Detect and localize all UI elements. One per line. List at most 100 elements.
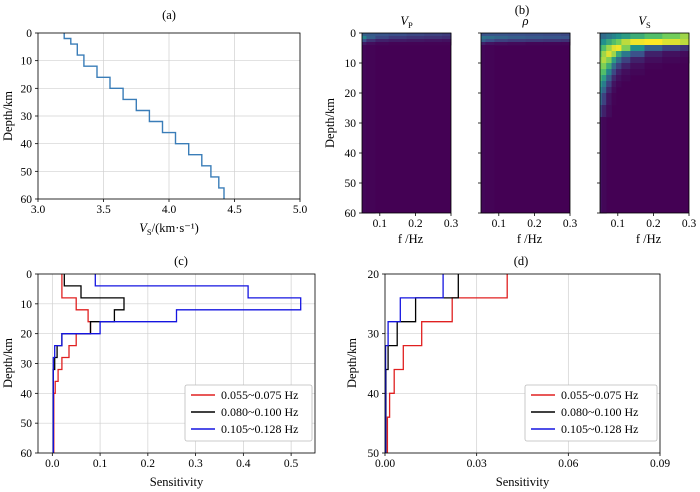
heatmap-cell [485,36,495,40]
heatmap-cell [606,45,612,52]
x-tick-label: 4.5 [227,204,242,216]
y-tick-label: 20 [368,269,380,281]
x-tick-label: 0.1 [373,218,388,230]
series-line [385,274,459,453]
x-tick-label: 0.09 [650,458,670,470]
x-axis-label: Sensitivity [150,475,204,489]
heatmap-cell [662,45,681,52]
heatmap-cell [561,39,571,43]
heatmap-cell [481,33,486,37]
legend-box [524,384,658,442]
y-axis-label: Depth/km [345,338,359,388]
heatmap-cell [600,117,603,214]
heatmap-cell [362,36,367,40]
heatmap-cell [561,36,571,40]
heatmap-cell [621,75,631,82]
heatmap-cell [606,87,612,94]
heatmap-cell [606,93,612,106]
x-axis-label: VS/(km·s⁻¹) [139,221,199,237]
heatmap-cell [611,75,617,82]
heatmap-cell [485,39,495,43]
heatmap-cell [525,42,544,46]
heatmap-cell [630,45,645,52]
heatmap-background [362,33,451,213]
heatmap-vs: 0.1 0.2 0.3 VS f /Hz [597,14,696,246]
x-tick-label: 0.1 [492,218,507,230]
heatmap-cell [601,51,607,58]
heatmap-cell [616,51,622,58]
heatmap-cell [621,33,631,40]
heatmap-cell [406,36,425,40]
heatmap-cell [406,33,425,37]
legend-label: 0.080~0.100 Hz [561,405,638,419]
panel-label: (b) [515,3,530,17]
heatmap-cell [600,45,603,52]
x-tick-label: 0.3 [444,218,459,230]
heatmap-cell [507,42,526,46]
x-tick-label: 3.0 [31,204,46,216]
y-tick-label: 40 [368,388,380,400]
legend: 0.055~0.075 Hz 0.080~0.100 Hz 0.105~0.128 … [184,384,313,442]
y-tick-label: 30 [368,329,380,341]
heatmap-cell [644,51,663,58]
series-line [52,274,125,453]
heatmap-cell [662,57,681,64]
heatmap-cell [601,105,607,118]
heatmap-cell [600,63,603,70]
heatmap-cell [601,117,607,214]
legend-label: 0.105~0.128 Hz [221,422,298,436]
heatmap-cell [362,39,367,43]
heatmap-cell [606,69,612,76]
y-tick-label: 10 [345,58,357,70]
heatmap-cell [616,57,622,64]
heatmap-cell [644,33,663,40]
heatmap-cell [525,39,544,43]
x-tick-label: 0.0 [45,458,60,470]
heatmap-cell [543,36,562,40]
panel-a: (a) 3.0 3.5 4.0 4.5 5.0 0 10 20 30 40 50 60 VS/(km·s⁻… [1,8,307,237]
heatmap-cell [375,39,390,43]
heatmap-cell [601,81,607,88]
panel-label: (a) [162,8,176,22]
heatmap-cell [621,57,631,64]
heatmap-cell [600,87,603,94]
legend-box [184,384,313,442]
heatmap-cell [611,93,617,106]
x-axis-label: f /Hz [517,232,543,246]
y-tick-label: 40 [345,148,357,160]
x-tick-label: 0.3 [188,458,203,470]
heatmap-cell [601,69,607,76]
heatmap-cell [375,36,390,40]
x-tick-label: 0.1 [611,218,626,230]
heatmap-cell [662,51,681,58]
heatmap-cell [630,33,645,40]
panel-c: (c) 0.0 0.1 0.2 0.3 0.4 0.5 0 10 20 30 40 50 60 Sensit… [1,254,316,489]
heatmap-cell [601,93,607,106]
heatmap-cell [543,42,562,46]
y-tick-label: 20 [345,88,357,100]
y-tick-label: 20 [21,83,33,95]
heatmap-cell [630,63,645,70]
heatmap-cell [481,45,486,214]
heatmap-cell [601,75,607,82]
heatmap-cell [606,51,612,58]
heatmap-cell [366,45,376,214]
y-tick-label: 50 [21,418,33,430]
heatmap-cell [525,33,544,37]
heatmap-cell [494,39,509,43]
y-tick-label: 50 [368,448,380,460]
heatmap-cell [424,42,443,46]
heatmap-cell [494,42,509,46]
plot-frame [37,32,301,200]
x-tick-label: 0.3 [682,218,697,230]
x-axis-label: f /Hz [636,232,662,246]
heatmap-cell [630,69,645,76]
heatmap-background [481,33,570,213]
legend-label: 0.055~0.075 Hz [561,388,638,402]
y-axis-label: Depth/km [323,98,337,148]
heatmap-cell [366,42,376,46]
heatmap-cell [680,33,690,40]
heatmap-cell [606,81,612,88]
heatmap-cell [600,75,603,82]
y-tick-label: 40 [21,388,33,400]
